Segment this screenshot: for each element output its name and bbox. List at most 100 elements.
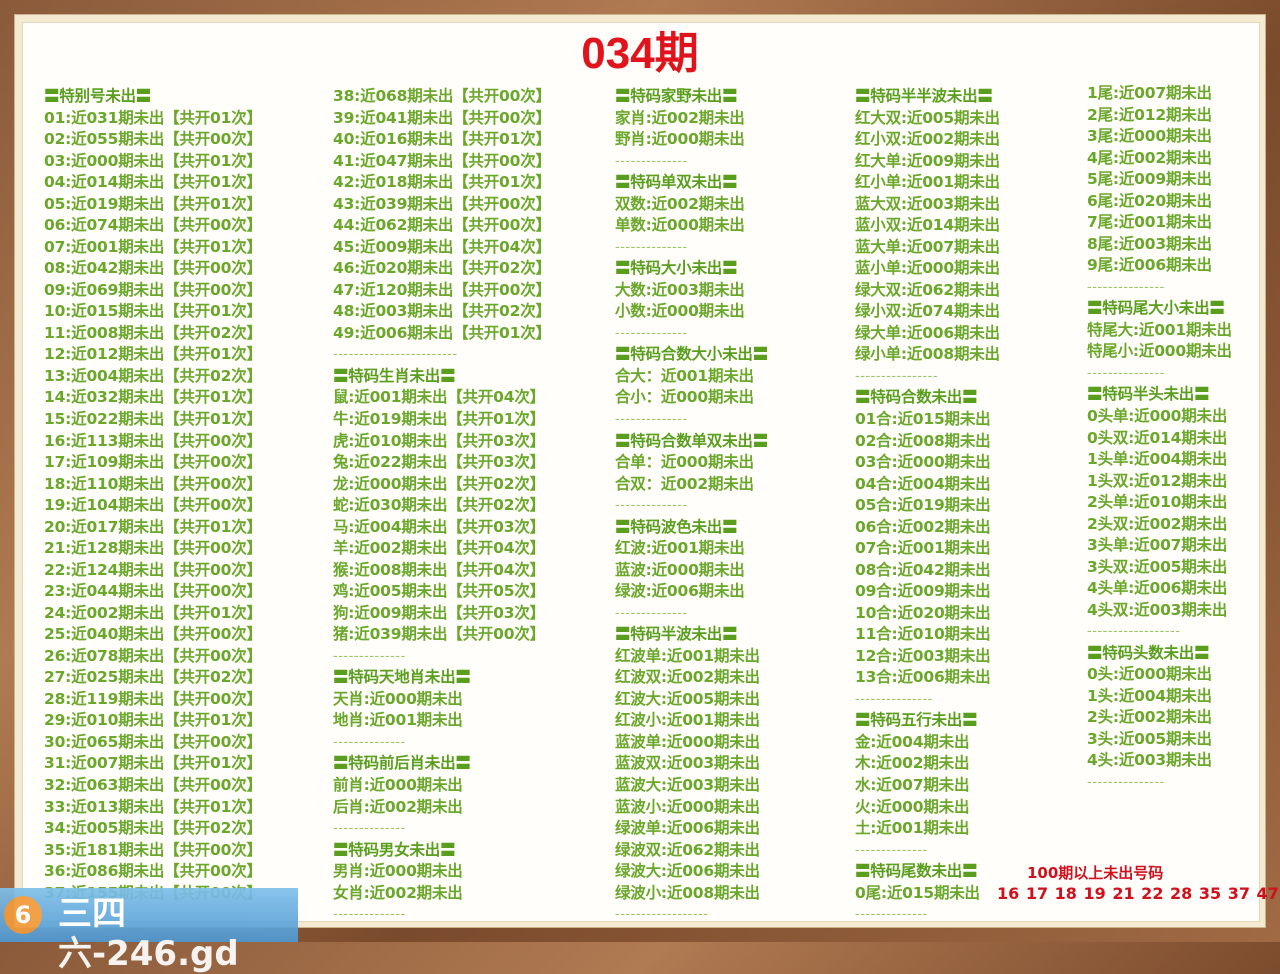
list-item: 14:近032期未出【共开01次】 (44, 388, 262, 407)
list-item: 合大：近001期未出 (615, 366, 754, 385)
list-item: 小数:近000期未出 (615, 302, 745, 321)
list-item: 11:近008期未出【共开02次】 (44, 323, 262, 342)
section-header: 〓特码五行未出〓 (855, 711, 978, 730)
list-item: 11合:近010期未出 (855, 625, 991, 644)
list-item: 39:近041期未出【共开00次】 (333, 108, 551, 127)
list-item: 天肖:近000期未出 (333, 689, 463, 708)
list-item: 29:近010期未出【共开01次】 (44, 711, 262, 730)
divider: ---------------- (855, 368, 939, 384)
list-item: 红小双:近002期未出 (855, 130, 1000, 149)
list-item: 15:近022期未出【共开01次】 (44, 409, 262, 428)
list-item: 野肖:近000期未出 (615, 130, 745, 149)
list-item: 12:近012期未出【共开01次】 (44, 345, 262, 364)
list-item: 10合:近020期未出 (855, 603, 991, 622)
list-item: 2头单:近010期未出 (1087, 493, 1228, 512)
list-item: 绿大双:近062期未出 (855, 280, 1000, 299)
list-item: 蛇:近030期未出【共开02次】 (333, 496, 545, 515)
list-item: 蓝小双:近014期未出 (855, 216, 1000, 235)
list-item: 47:近120期未出【共开00次】 (333, 280, 551, 299)
list-item: 红波大:近005期未出 (615, 689, 760, 708)
list-item: 17:近109期未出【共开00次】 (44, 453, 262, 472)
list-item: 2头双:近002期未出 (1087, 514, 1228, 533)
list-item: 12合:近003期未出 (855, 646, 991, 665)
divider: -------------- (855, 907, 928, 923)
list-item: 08:近042期未出【共开00次】 (44, 259, 262, 278)
divider: --------------- (1087, 775, 1165, 790)
section-header: 〓特码合数大小未出〓 (615, 345, 769, 364)
list-item: 21:近128期未出【共开00次】 (44, 539, 262, 558)
list-item: 10:近015期未出【共开01次】 (44, 302, 262, 321)
list-item: 羊:近002期未出【共开04次】 (333, 539, 545, 558)
list-item: 鸡:近005期未出【共开05次】 (333, 582, 545, 601)
list-item: 绿波:近006期未出 (615, 582, 745, 601)
list-item: 水:近007期未出 (855, 776, 970, 794)
list-item: 3头单:近007期未出 (1087, 536, 1228, 555)
list-item: 46:近020期未出【共开02次】 (333, 259, 551, 278)
list-item: 49:近006期未出【共开01次】 (333, 323, 551, 342)
list-item: 38:近068期未出【共开00次】 (333, 87, 551, 105)
list-item: 06:近074期未出【共开00次】 (44, 216, 262, 235)
list-item: 绿小单:近008期未出 (855, 345, 1000, 364)
divider: ------------------ (615, 907, 709, 923)
section-header: 〓特码半波未出〓 (615, 625, 738, 644)
list-item: 01合:近015期未出 (855, 409, 991, 428)
list-item: 4头:近003期未出 (1087, 751, 1212, 770)
list-item: 鼠:近001期未出【共开04次】 (333, 388, 545, 407)
list-item: 地肖:近001期未出 (333, 711, 463, 730)
list-item: 牛:近019期未出【共开01次】 (333, 409, 545, 428)
list-item: 20:近017期未出【共开01次】 (44, 517, 262, 536)
list-item: 32:近063期未出【共开00次】 (44, 776, 262, 794)
list-item: 04:近014期未出【共开01次】 (44, 173, 262, 192)
divider: -------------- (333, 907, 406, 923)
list-item: 蓝大双:近003期未出 (855, 194, 1000, 213)
list-item: 7尾:近001期未出 (1087, 213, 1212, 232)
section-header: 〓特码尾数未出〓 (855, 862, 978, 881)
list-item: 03合:近000期未出 (855, 453, 991, 472)
section-header: 〓特码天地肖未出〓 (333, 668, 471, 687)
column-special-numbers: 〓特别号未出〓 01:近031期未出【共开01次】 02:近055期未出【共开00次… (44, 86, 262, 904)
list-item: 1头双:近012期未出 (1087, 471, 1228, 490)
list-item: 绿波单:近006期未出 (615, 819, 760, 838)
content-panel (22, 22, 1260, 922)
list-item: 男肖:近000期未出 (333, 862, 463, 881)
list-item: 0尾:近015期未出 (855, 883, 980, 902)
list-item: 龙:近000期未出【共开02次】 (333, 474, 545, 493)
list-item: 绿波双:近062期未出 (615, 840, 760, 859)
list-item: 08合:近042期未出 (855, 560, 991, 579)
divider: --------------- (1087, 279, 1165, 295)
list-item: 40:近016期未出【共开01次】 (333, 130, 551, 149)
list-item: 48:近003期未出【共开02次】 (333, 302, 551, 321)
list-item: 绿波小:近008期未出 (615, 883, 760, 902)
list-item: 蓝小单:近000期未出 (855, 259, 1000, 278)
list-item: 05:近019期未出【共开01次】 (44, 194, 262, 213)
list-item: 1头单:近004期未出 (1087, 450, 1228, 469)
list-item: 31:近007期未出【共开01次】 (44, 754, 262, 773)
section-header: 〓特码头数未出〓 (1087, 643, 1210, 662)
divider: -------------- (615, 411, 688, 427)
list-item: 05合:近019期未出 (855, 496, 991, 515)
list-item: 大数:近003期未出 (615, 280, 745, 299)
list-item: 土:近001期未出 (855, 819, 970, 838)
divider: -------------- (615, 605, 688, 621)
list-item: 13:近004期未出【共开02次】 (44, 366, 262, 385)
list-item: 火:近000期未出 (855, 797, 970, 816)
list-item: 42:近018期未出【共开01次】 (333, 173, 551, 192)
list-item: 合单：近000期未出 (615, 453, 754, 472)
list-item: 红小单:近001期未出 (855, 173, 1000, 192)
list-item: 蓝波大:近003期未出 (615, 776, 760, 794)
list-item: 特尾大:近001期未出 (1087, 320, 1232, 339)
list-item: 3尾:近000期未出 (1087, 127, 1212, 146)
list-item: 猪:近039期未出【共开00次】 (333, 625, 545, 644)
list-item: 03:近000期未出【共开01次】 (44, 151, 262, 170)
list-item: 02合:近008期未出 (855, 431, 991, 450)
list-item: 蓝波双:近003期未出 (615, 754, 760, 773)
list-item: 兔:近022期未出【共开03次】 (333, 453, 545, 472)
list-item: 27:近025期未出【共开02次】 (44, 668, 262, 687)
list-item: 07合:近001期未出 (855, 539, 991, 558)
list-item: 16:近113期未出【共开00次】 (44, 431, 262, 450)
section-header: 〓特码半半波未出〓 (855, 87, 993, 105)
over-100-title: 100期以上未出号码 (1027, 864, 1164, 882)
divider: -------------- (333, 648, 406, 664)
list-item: 红波单:近001期未出 (615, 646, 760, 665)
section-header: 〓特码生肖未出〓 (333, 366, 456, 385)
